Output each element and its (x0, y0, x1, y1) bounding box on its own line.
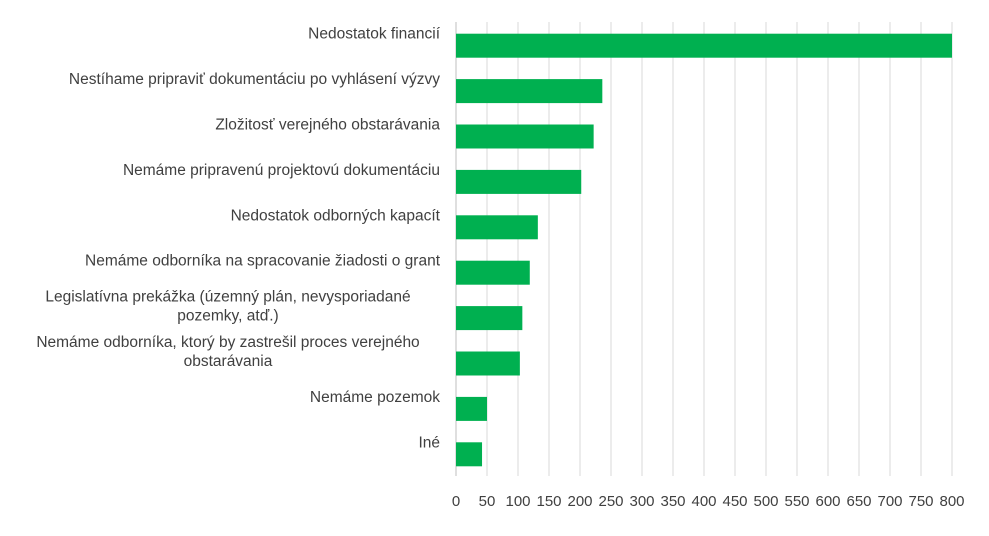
bar (456, 260, 530, 285)
x-tick-label: 750 (908, 493, 933, 510)
x-tick-label: 450 (722, 493, 747, 510)
x-tick-label: 400 (691, 493, 716, 510)
x-tick-label: 250 (598, 493, 623, 510)
category-label: Nedostatok financií (308, 26, 441, 43)
gridlines (455, 22, 953, 476)
category-label: Nemáme odborníka na spracovanie žiadosti… (85, 253, 441, 270)
x-tick-label: 700 (877, 493, 902, 510)
category-label: Nedostatok odborných kapacít (231, 207, 441, 224)
x-tick-label: 0 (452, 493, 460, 510)
x-tick-label: 200 (567, 493, 592, 510)
x-tick-label: 500 (753, 493, 778, 510)
x-tick-label: 600 (815, 493, 840, 510)
category-label: Nemáme pripravenú projektovú dokumentáci… (123, 162, 440, 179)
x-tick-label: 300 (629, 493, 654, 510)
bar (456, 215, 538, 240)
category-labels: Nedostatok financií Nestíhame pripraviť d… (36, 26, 440, 452)
category-label: Nemáme pozemok (310, 389, 440, 406)
category-label: Nestíhame pripraviť dokumentáciu po vyhl… (69, 71, 440, 88)
x-tick-label: 100 (505, 493, 530, 510)
x-tick-label: 150 (536, 493, 561, 510)
bar (456, 79, 603, 104)
bar (456, 33, 952, 58)
x-tick-label: 650 (846, 493, 871, 510)
bar (456, 169, 582, 194)
category-label: Iné (418, 434, 440, 451)
x-tick-label: 350 (660, 493, 685, 510)
bar (456, 306, 523, 331)
category-label: Legislatívna prekážka (územný plán, nevy… (45, 289, 410, 325)
x-tick-label: 800 (939, 493, 964, 510)
bar (456, 351, 520, 376)
bars (456, 33, 952, 467)
x-tick-label: 50 (479, 493, 496, 510)
x-tick-label: 550 (784, 493, 809, 510)
bar (456, 124, 594, 149)
category-label: Zložitosť verejného obstarávania (215, 117, 440, 134)
bar (456, 396, 487, 421)
bar (456, 442, 483, 467)
category-label: Nemáme odborníka, ktorý by zastrešil pro… (36, 334, 419, 370)
x-tick-labels: 0 50 100 150 200 250 300 350 400 450 500 550 600 650 7… (452, 493, 965, 510)
